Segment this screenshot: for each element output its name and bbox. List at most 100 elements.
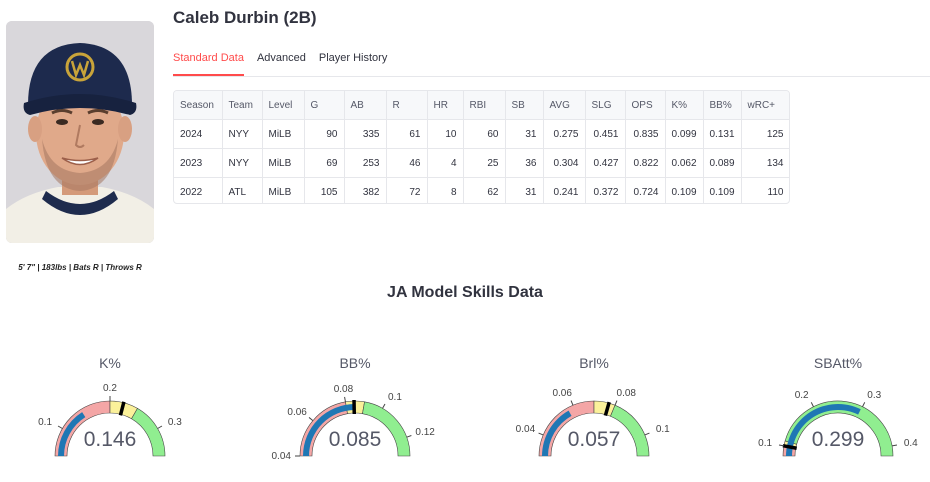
table-cell: 10 [427, 119, 464, 149]
column-header[interactable]: K% [665, 91, 704, 120]
gauge-tick-label: 0.1 [758, 438, 773, 449]
table-header-row: Season Team Level G AB R HR RBI SB AVG SLG OPS K% BB%… [174, 91, 789, 120]
table-cell: 2024 [174, 119, 223, 149]
table-cell: 0.724 [625, 177, 666, 203]
table-cell: 134 [741, 148, 789, 178]
gauge-tick-mark [157, 425, 163, 429]
gauge-title: SBAtt% [813, 355, 863, 371]
gauge-tick-mark [538, 432, 544, 436]
column-header[interactable]: HR [427, 91, 464, 120]
player-headshot-illustration [6, 21, 154, 243]
column-header[interactable]: wRC+ [741, 91, 789, 120]
table-cell: 0.131 [703, 119, 742, 149]
stats-table[interactable]: Season Team Level G AB R HR RBI SB AVG SLG OPS K% BB%… [173, 90, 790, 204]
gauge-tick-mark [778, 444, 785, 447]
tab-player-history[interactable]: Player History [318, 52, 388, 64]
gauge-tick-label: 0.08 [616, 387, 636, 399]
table-cell: 110 [741, 177, 789, 203]
table-cell: 382 [344, 177, 387, 203]
data-tabs: Standard Data Advanced Player History [173, 52, 400, 76]
gauge-tick-label: 0.04 [271, 450, 291, 462]
gauge-tick-mark [344, 396, 346, 402]
gauge-tick-label: 0.08 [333, 383, 354, 395]
gauge-arc [538, 400, 650, 457]
column-header[interactable]: AB [344, 91, 387, 120]
gauge-tick-mark [891, 444, 898, 447]
column-header[interactable]: G [304, 91, 345, 120]
column-header[interactable]: Team [222, 91, 263, 120]
table-cell: 0.835 [625, 119, 666, 149]
table-cell: 2023 [174, 148, 223, 178]
table-cell: 105 [304, 177, 345, 203]
gauge-title: K% [99, 355, 121, 371]
column-header[interactable]: SB [505, 91, 544, 120]
table-cell: 69 [304, 148, 345, 178]
gauge-tick-label: 0.2 [794, 389, 809, 401]
table-cell: 0.304 [543, 148, 586, 178]
gauge-threshold-marker [603, 401, 611, 417]
table-cell: 0.062 [665, 148, 704, 178]
gauge-value-bar [58, 412, 86, 456]
gauge-tick-mark [308, 417, 314, 422]
column-header[interactable]: Level [262, 91, 305, 120]
column-header[interactable]: BB% [703, 91, 742, 120]
gauge-tick-mark [614, 400, 618, 406]
table-cell: 335 [344, 119, 387, 149]
table-cell: 0.822 [625, 148, 666, 178]
gauge-value: 0.146 [83, 428, 137, 451]
gauge-tick-label: 0.2 [103, 382, 117, 394]
column-header[interactable]: OPS [625, 91, 666, 120]
gauge-arc [54, 396, 166, 457]
gauge-tick-label: 0.06 [287, 406, 307, 418]
tab-standard-data[interactable]: Standard Data [173, 52, 244, 76]
table-cell: 72 [386, 177, 428, 203]
gauge-arc [778, 400, 898, 457]
gauge-bb-pct: BB% 0.085 0.04 0.06 0.08 0.1 0.12 [245, 350, 465, 482]
gauge-tick-mark [382, 403, 386, 409]
gauge-value: 0.299 [811, 428, 865, 451]
player-photo [6, 21, 154, 243]
gauge-tick-label: 0.04 [515, 424, 536, 436]
tab-advanced[interactable]: Advanced [256, 52, 306, 64]
table-cell: NYY [222, 148, 263, 178]
gauge-tick-label: 0.06 [552, 387, 572, 399]
gauge-tick-label: 0.3 [167, 416, 182, 428]
table-cell: MiLB [262, 177, 305, 203]
table-cell: NYY [222, 119, 263, 149]
table-cell: 0.099 [665, 119, 704, 149]
gauge-value-bar [786, 404, 861, 456]
gauge-value: 0.057 [567, 428, 621, 451]
table-cell: 4 [427, 148, 464, 178]
gauge-tick-mark [644, 432, 650, 436]
column-header[interactable]: Season [174, 91, 223, 120]
table-cell: 125 [741, 119, 789, 149]
table-cell: 61 [386, 119, 428, 149]
table-cell: 253 [344, 148, 387, 178]
table-cell: MiLB [262, 119, 305, 149]
table-row: 2023 NYY MiLB 69 253 46 4 25 36 0.304 0.427 0.822 0.… [174, 148, 789, 178]
column-header[interactable]: AVG [543, 91, 586, 120]
gauge-zone [362, 401, 411, 457]
gauge-tick-label: 0.3 [867, 389, 882, 401]
gauge-title: BB% [339, 355, 371, 371]
gauge-title: Brl% [579, 355, 609, 371]
gauge-brl-pct: Brl% 0.057 0.04 0.06 0.08 0.1 [484, 350, 704, 482]
gauge-tick-mark [810, 402, 814, 407]
column-header[interactable]: RBI [463, 91, 506, 120]
gauge-zone [131, 407, 166, 457]
table-cell: 2022 [174, 177, 223, 203]
table-cell: 25 [463, 148, 506, 178]
table-cell: 0.109 [665, 177, 704, 203]
tab-divider [173, 76, 930, 77]
table-cell: 31 [505, 119, 544, 149]
column-header[interactable]: R [386, 91, 428, 120]
table-cell: 0.451 [585, 119, 626, 149]
gauge-tick-mark [862, 402, 866, 407]
table-cell: 0.427 [585, 148, 626, 178]
gauge-zone [610, 404, 650, 457]
column-header[interactable]: SLG [585, 91, 626, 120]
gauge-value: 0.085 [328, 428, 382, 451]
gauge-tick-label: 0.12 [415, 427, 435, 439]
gauge-arc [295, 396, 412, 457]
table-cell: 0.275 [543, 119, 586, 149]
